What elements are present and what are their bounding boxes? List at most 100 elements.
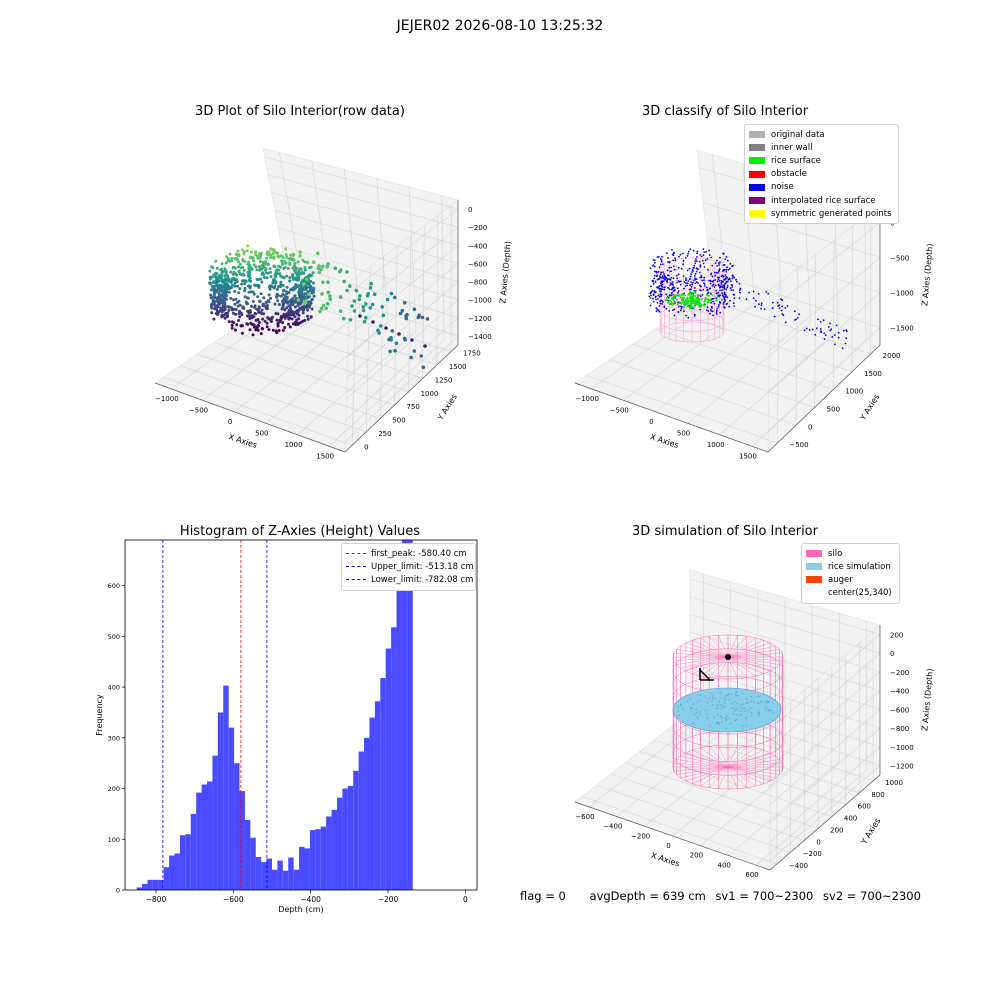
noise-point (659, 263, 662, 266)
noise-point (723, 269, 726, 272)
noise-point (659, 273, 662, 275)
noise-point (722, 286, 724, 289)
grid-line (706, 237, 881, 293)
rice-surface-point (705, 293, 708, 296)
data-point (238, 287, 242, 291)
rice-simulation-point (704, 695, 706, 697)
noise-point (798, 313, 800, 316)
rice-simulation-point (708, 725, 711, 727)
data-point (269, 270, 272, 274)
noise-point (661, 299, 663, 302)
noise-point (684, 256, 687, 259)
noise-point (656, 274, 659, 277)
noise-point (723, 284, 726, 286)
noise-point (672, 265, 675, 267)
data-point (281, 321, 284, 324)
noise-point (656, 308, 659, 311)
noise-point (676, 277, 679, 280)
legend-label: interpolated rice surface (771, 195, 876, 206)
data-point (265, 325, 269, 329)
noise-point (682, 275, 685, 277)
silo-spoke (700, 766, 729, 787)
data-point (291, 322, 295, 326)
data-point (305, 303, 309, 307)
data-point (297, 269, 301, 273)
noise-point (662, 277, 665, 279)
noise-point (657, 294, 660, 297)
legend-swatch (749, 131, 765, 139)
noise-point (694, 272, 697, 275)
rice-simulation-point (716, 704, 719, 706)
data-point (223, 286, 227, 290)
data-point (275, 318, 279, 322)
data-point (410, 338, 414, 342)
noise-point (711, 307, 713, 309)
noise-point (710, 301, 712, 304)
grid-line (267, 174, 459, 228)
noise-point (728, 278, 731, 281)
rice-simulation-point (747, 709, 750, 712)
grid-line (769, 690, 881, 786)
noise-point (700, 276, 703, 279)
y-tick-label: 600 (858, 803, 871, 811)
x-tick-label: 200 (690, 852, 703, 860)
rice-surface-point (700, 304, 703, 307)
noise-point (739, 287, 742, 290)
noise-point (731, 286, 734, 288)
data-point (217, 303, 221, 307)
data-point (249, 255, 253, 259)
avg-depth-value: avgDepth = 639 cm (589, 889, 706, 903)
noise-point (732, 289, 735, 291)
rice-simulation-point (740, 714, 742, 717)
data-point (230, 279, 233, 283)
data-point (282, 259, 286, 263)
data-point (210, 306, 214, 310)
data-point (248, 263, 252, 267)
y-tick-label: 200 (108, 785, 120, 793)
histogram-bar (217, 712, 224, 890)
rice-simulation-point (717, 707, 719, 709)
rice-surface-point (707, 300, 710, 303)
z-tick-label: −1200 (468, 315, 492, 323)
rice-simulation-point (745, 724, 748, 727)
noise-point (668, 310, 671, 312)
data-point (325, 301, 330, 306)
rice-surface-point (667, 295, 670, 298)
noise-point (760, 302, 763, 305)
data-point (268, 267, 272, 271)
data-point (243, 289, 246, 293)
noise-point (729, 262, 732, 265)
rice-simulation-point (745, 716, 748, 718)
noise-point (726, 280, 729, 283)
x-tick-label: 0 (228, 418, 232, 426)
silo-spoke (727, 766, 756, 787)
noise-point (721, 274, 724, 277)
data-point (419, 354, 424, 358)
noise-point (663, 306, 666, 309)
noise-series (648, 248, 848, 350)
data-point (278, 285, 282, 289)
rice-surface-point (700, 298, 703, 301)
rice-simulation-point (745, 702, 748, 704)
x-axis (574, 382, 769, 453)
y-tick-label: 1750 (463, 350, 481, 358)
data-point (256, 318, 260, 321)
noise-point (663, 275, 666, 277)
x-tick-label: 500 (677, 429, 690, 437)
data-point (362, 319, 367, 324)
grid-line (769, 652, 881, 749)
noise-point (777, 305, 779, 307)
data-point (350, 304, 354, 308)
data-point (235, 273, 239, 277)
data-point (280, 260, 284, 263)
data-point (280, 254, 284, 258)
noise-point (670, 276, 673, 279)
rice-simulation-point (741, 692, 744, 694)
data-point (222, 292, 226, 296)
rice-surface-point (669, 299, 672, 302)
grid-line (582, 796, 777, 865)
data-point (262, 273, 265, 277)
silo-spoke (727, 639, 764, 658)
silo-spoke (680, 755, 729, 768)
noise-point (688, 278, 691, 280)
